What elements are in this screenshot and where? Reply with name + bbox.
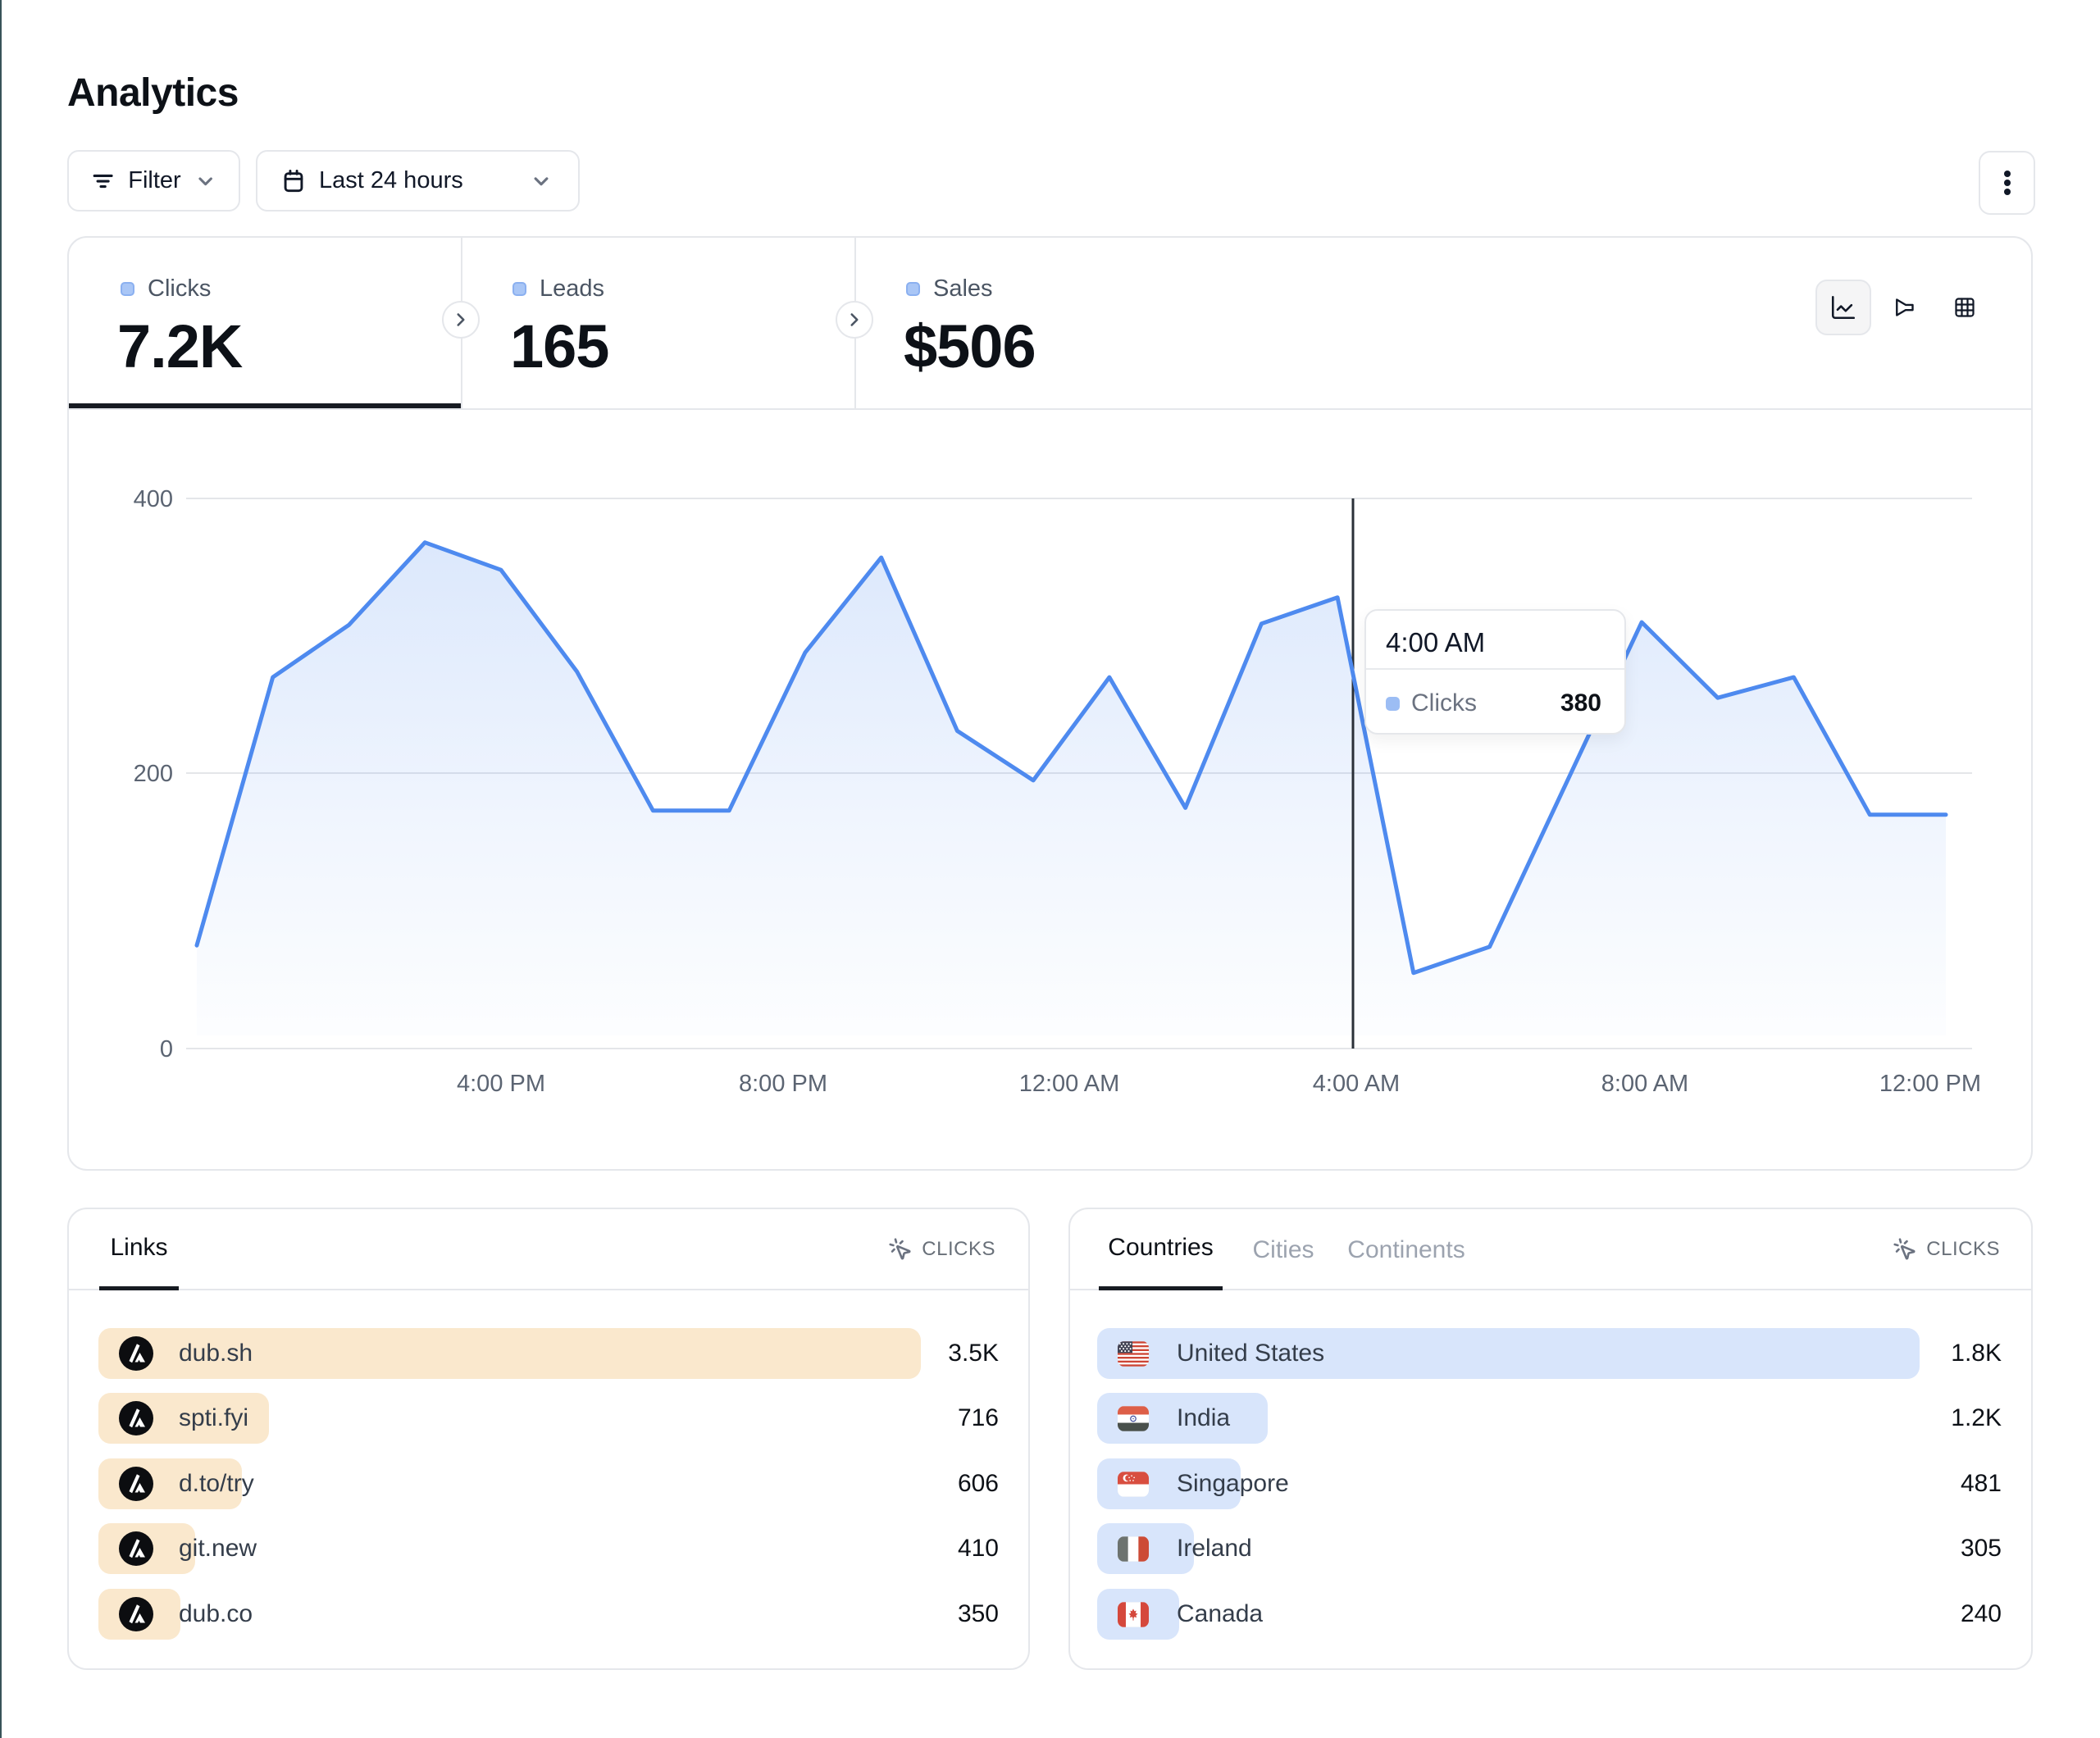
svg-text:4:00 PM: 4:00 PM <box>457 1071 545 1097</box>
svg-text:8:00 AM: 8:00 AM <box>1601 1071 1688 1097</box>
svg-text:12:00 PM: 12:00 PM <box>1879 1071 1981 1097</box>
svg-text:12:00 AM: 12:00 AM <box>1019 1071 1120 1097</box>
svg-text:8:00 PM: 8:00 PM <box>739 1071 827 1097</box>
svg-text:200: 200 <box>134 761 173 787</box>
svg-text:0: 0 <box>160 1036 173 1062</box>
svg-text:4:00 AM: 4:00 AM <box>1313 1071 1400 1097</box>
svg-text:400: 400 <box>134 486 173 512</box>
